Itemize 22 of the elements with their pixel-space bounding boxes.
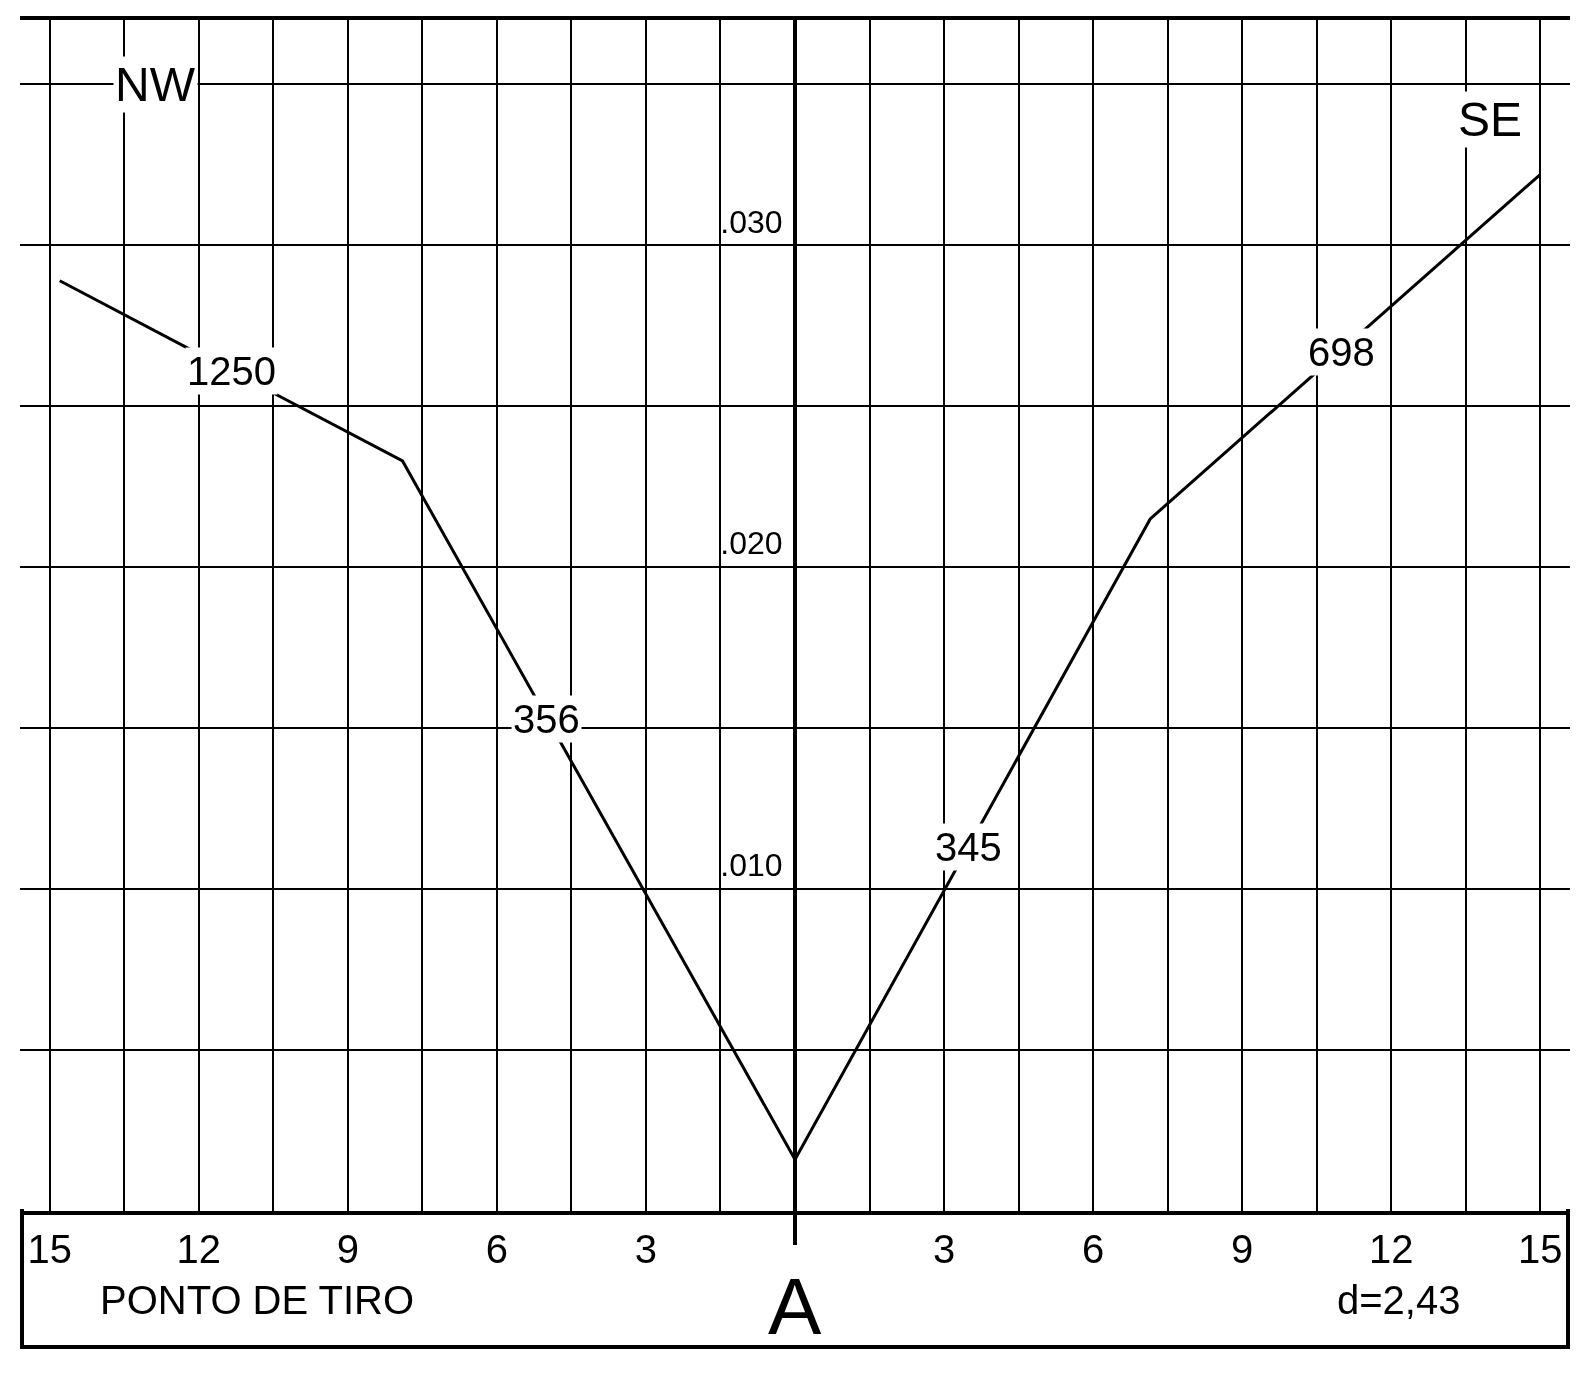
text: A bbox=[768, 1262, 822, 1351]
y-tick-label: .030 bbox=[720, 203, 783, 240]
annotation: 698 bbox=[1308, 330, 1375, 374]
x-tick-label: 3 bbox=[932, 1227, 956, 1271]
x-tick-label: 15 bbox=[27, 1227, 73, 1271]
x-tick-label: 6 bbox=[485, 1227, 509, 1271]
y-tick-label: .010 bbox=[720, 847, 783, 884]
text: d=2,43 bbox=[1337, 1278, 1461, 1322]
text: PONTO DE TIRO bbox=[100, 1278, 415, 1322]
y-tick-label: .020 bbox=[720, 525, 783, 562]
x-tick-label: 15 bbox=[1517, 1227, 1563, 1271]
x-tick-label: 3 bbox=[634, 1227, 658, 1271]
annotation: NW bbox=[115, 58, 196, 111]
x-tick-label: 12 bbox=[176, 1227, 222, 1271]
x-tick-label: 6 bbox=[1081, 1227, 1105, 1271]
annotation: 345 bbox=[935, 825, 1002, 869]
annotation: SE bbox=[1458, 93, 1523, 146]
annotation: 356 bbox=[513, 697, 580, 741]
x-tick-label: 9 bbox=[336, 1227, 360, 1271]
x-tick-label: 12 bbox=[1368, 1227, 1414, 1271]
annotation: 1250 bbox=[187, 349, 276, 393]
x-tick-label: 9 bbox=[1230, 1227, 1254, 1271]
